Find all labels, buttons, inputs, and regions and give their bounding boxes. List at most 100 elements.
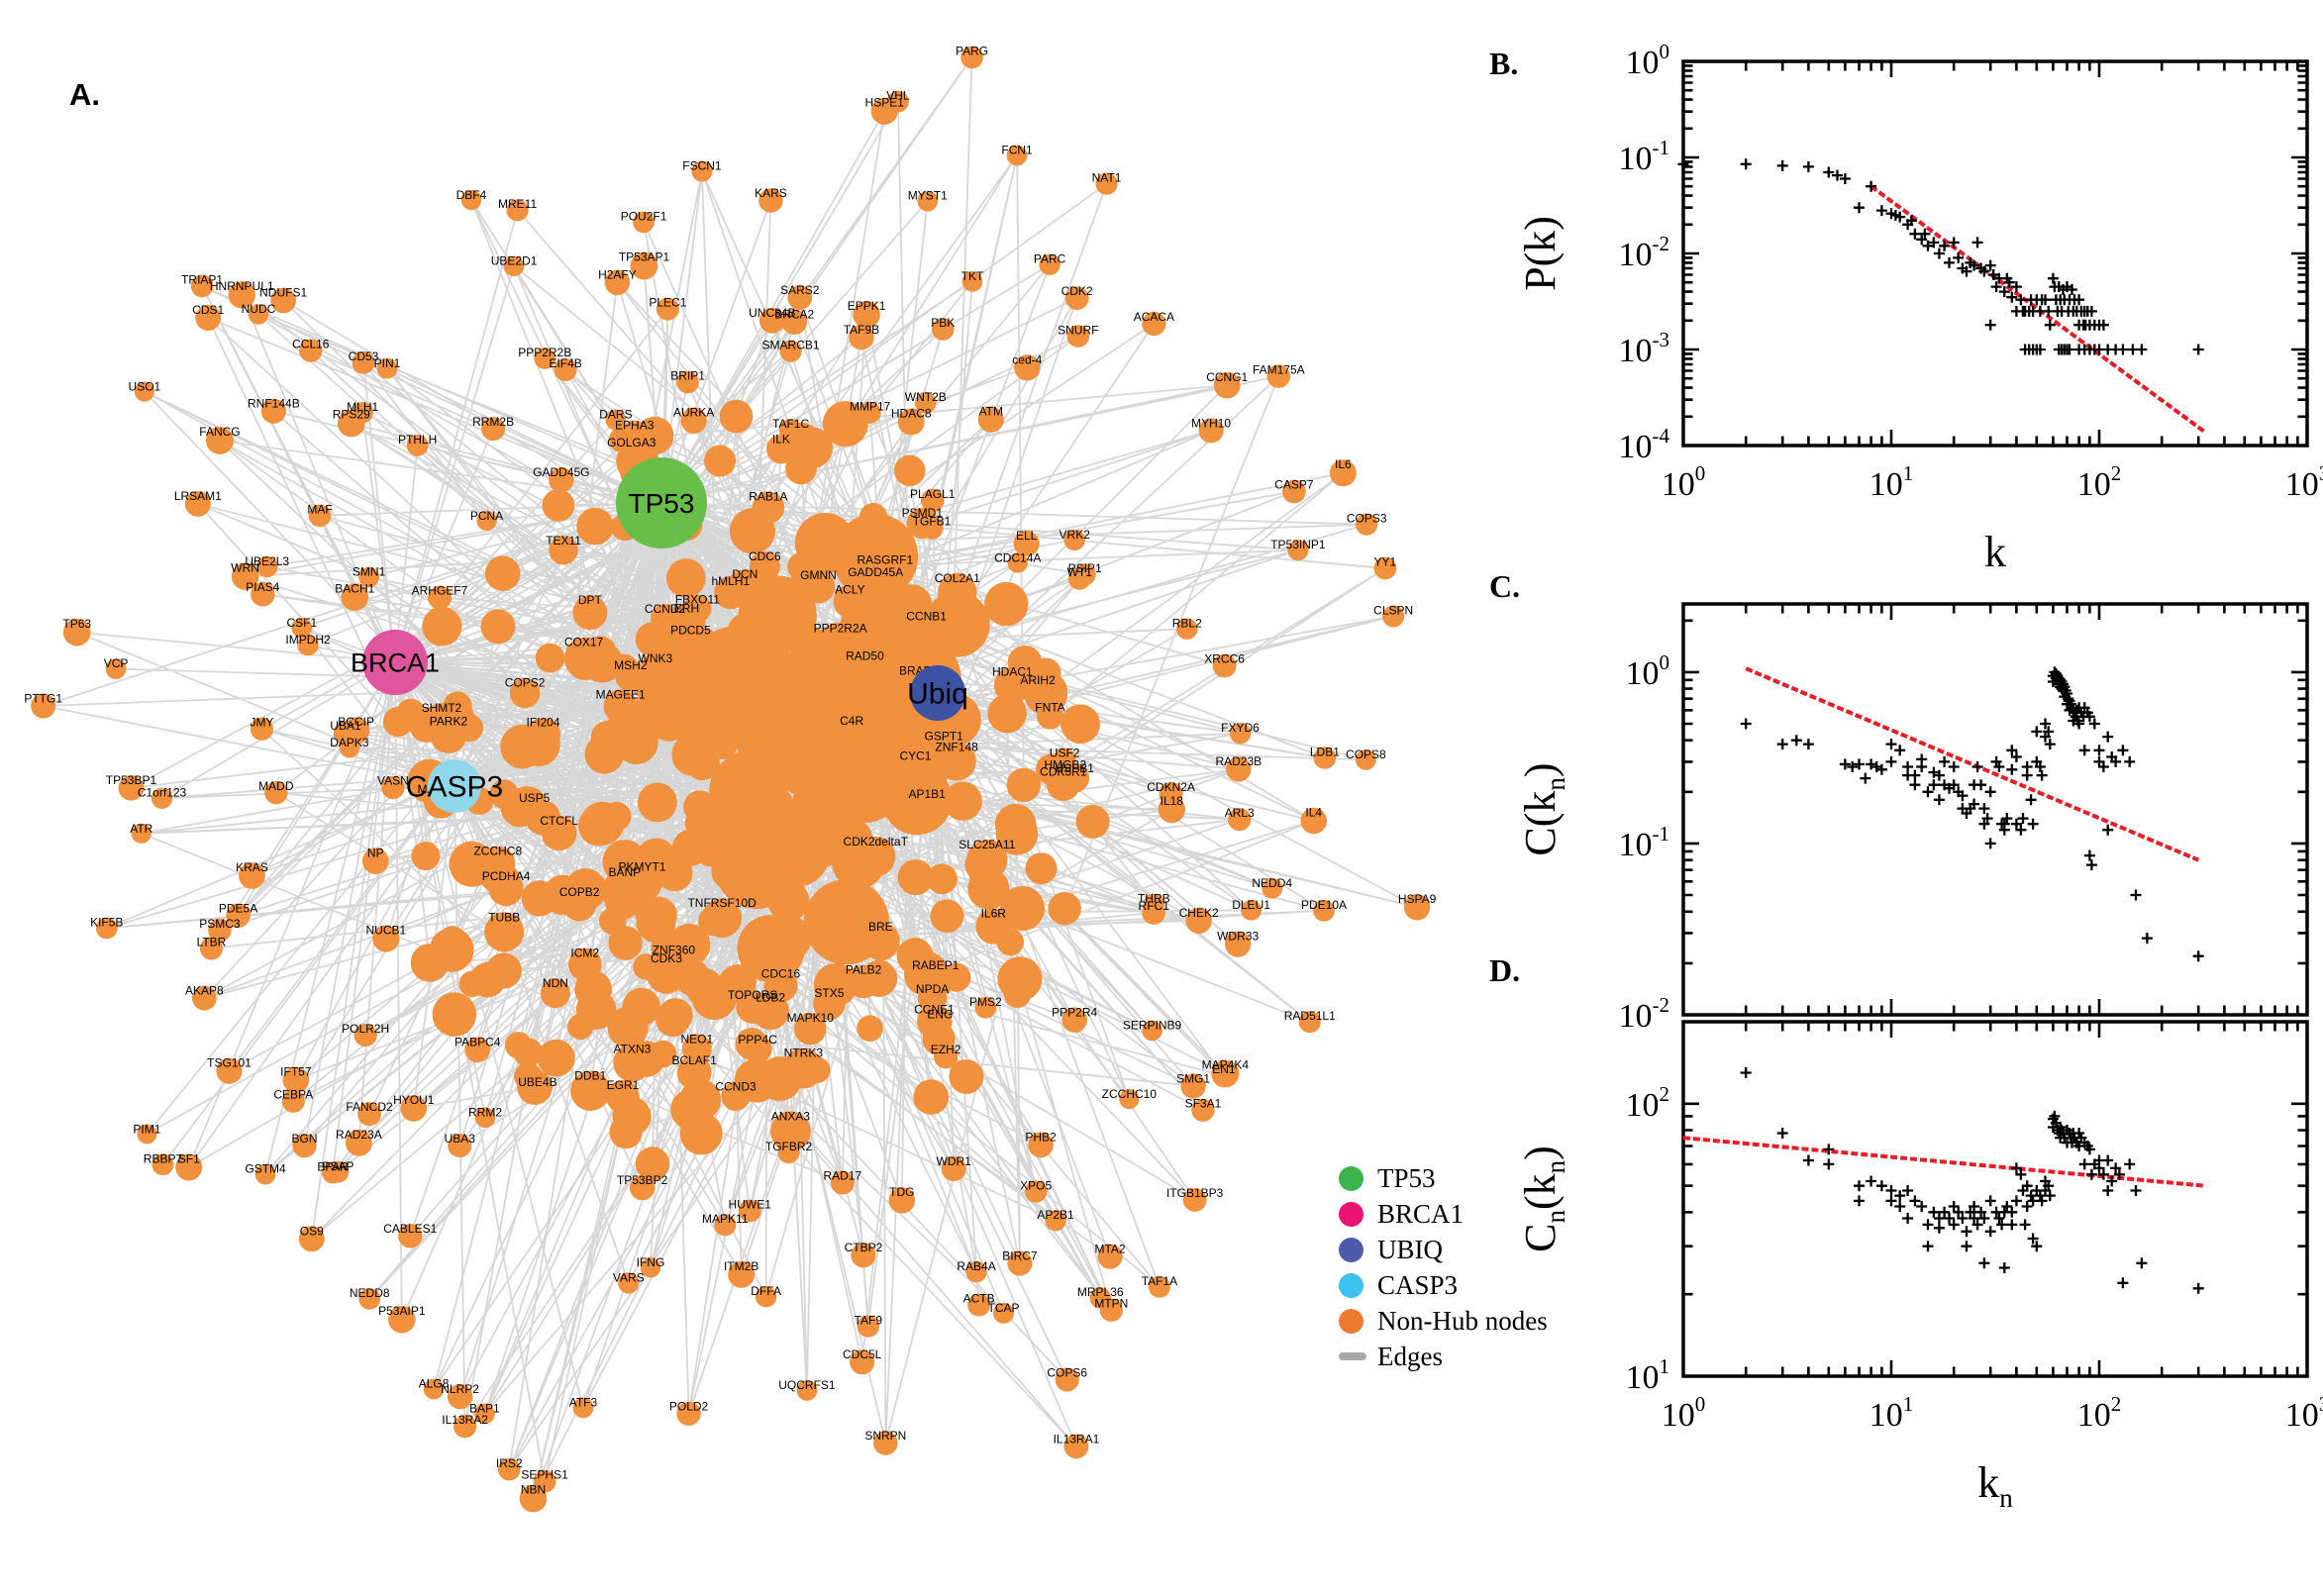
network-node[interactable] bbox=[292, 1134, 317, 1158]
network-node[interactable] bbox=[291, 617, 313, 639]
network-node[interactable] bbox=[1006, 767, 1042, 803]
network-node[interactable] bbox=[849, 324, 874, 350]
network-node[interactable] bbox=[965, 1260, 987, 1283]
network-node[interactable] bbox=[784, 767, 812, 795]
hub-node-ubiq[interactable] bbox=[910, 665, 965, 721]
network-node[interactable] bbox=[62, 618, 91, 647]
network-node[interactable] bbox=[396, 698, 426, 728]
network-node[interactable] bbox=[504, 1032, 533, 1059]
network-node[interactable] bbox=[894, 454, 926, 487]
network-node[interactable] bbox=[191, 985, 217, 1011]
network-node[interactable] bbox=[1382, 605, 1405, 628]
network-node[interactable] bbox=[613, 1044, 652, 1082]
network-node[interactable] bbox=[805, 910, 847, 951]
network-node[interactable] bbox=[358, 1288, 381, 1310]
network-node[interactable] bbox=[851, 1243, 876, 1268]
network-node[interactable] bbox=[1013, 530, 1040, 556]
network-node[interactable] bbox=[549, 536, 578, 565]
network-node[interactable] bbox=[1119, 1089, 1140, 1110]
network-node[interactable] bbox=[1212, 653, 1237, 678]
network-node[interactable] bbox=[1073, 563, 1096, 586]
network-node[interactable] bbox=[917, 984, 948, 1014]
network-node[interactable] bbox=[605, 409, 627, 431]
network-node[interactable] bbox=[681, 1034, 712, 1064]
network-node[interactable] bbox=[822, 401, 868, 448]
network-node[interactable] bbox=[1373, 556, 1397, 580]
hub-node-casp3[interactable] bbox=[428, 759, 481, 813]
network-node[interactable] bbox=[1298, 1011, 1321, 1034]
network-node[interactable] bbox=[676, 1055, 712, 1090]
network-node[interactable] bbox=[231, 562, 259, 590]
network-node[interactable] bbox=[857, 1315, 879, 1338]
network-node[interactable] bbox=[254, 1163, 276, 1185]
network-node[interactable] bbox=[458, 970, 486, 998]
network-node[interactable] bbox=[1282, 479, 1306, 504]
network-node[interactable] bbox=[914, 392, 937, 414]
network-node[interactable] bbox=[913, 1079, 950, 1115]
network-node[interactable] bbox=[605, 867, 645, 907]
network-node[interactable] bbox=[703, 713, 741, 750]
network-node[interactable] bbox=[1028, 1132, 1054, 1158]
network-node[interactable] bbox=[676, 1401, 701, 1426]
network-node[interactable] bbox=[999, 886, 1046, 932]
network-node[interactable] bbox=[1061, 1007, 1088, 1034]
network-node[interactable] bbox=[1095, 172, 1118, 195]
network-node[interactable] bbox=[1313, 747, 1337, 769]
network-node[interactable] bbox=[535, 643, 565, 673]
network-node[interactable] bbox=[264, 781, 288, 805]
network-node[interactable] bbox=[1099, 1298, 1123, 1322]
network-node[interactable] bbox=[449, 841, 495, 887]
network-node[interactable] bbox=[920, 516, 944, 540]
network-node[interactable] bbox=[598, 907, 627, 935]
network-node[interactable] bbox=[987, 693, 1027, 734]
network-node[interactable] bbox=[683, 790, 717, 824]
network-node[interactable] bbox=[541, 815, 577, 851]
network-node[interactable] bbox=[1055, 1367, 1079, 1392]
network-node[interactable] bbox=[755, 1285, 777, 1308]
network-node[interactable] bbox=[423, 1378, 445, 1400]
network-node[interactable] bbox=[649, 1040, 677, 1068]
network-node[interactable] bbox=[719, 399, 754, 434]
network-node[interactable] bbox=[503, 255, 525, 277]
network-node[interactable] bbox=[525, 717, 561, 752]
network-node[interactable] bbox=[190, 274, 214, 298]
network-node[interactable] bbox=[195, 305, 222, 331]
network-node[interactable] bbox=[432, 992, 477, 1037]
network-node[interactable] bbox=[542, 489, 575, 522]
network-node[interactable] bbox=[604, 269, 631, 296]
network-node[interactable] bbox=[422, 606, 462, 647]
network-node[interactable] bbox=[554, 357, 577, 382]
network-node[interactable] bbox=[938, 572, 977, 613]
network-node[interactable] bbox=[758, 188, 783, 213]
network-node[interactable] bbox=[752, 992, 790, 1031]
network-node[interactable] bbox=[926, 863, 958, 895]
network-node[interactable] bbox=[1063, 529, 1085, 551]
network-node[interactable] bbox=[521, 880, 557, 917]
network-node[interactable] bbox=[297, 634, 319, 656]
network-node[interactable] bbox=[549, 467, 574, 493]
network-node[interactable] bbox=[773, 844, 812, 882]
network-node[interactable] bbox=[615, 659, 647, 692]
network-node[interactable] bbox=[570, 1070, 611, 1111]
network-node[interactable] bbox=[695, 837, 726, 867]
network-node[interactable] bbox=[777, 1141, 800, 1164]
network-node[interactable] bbox=[1329, 459, 1357, 487]
network-node[interactable] bbox=[95, 917, 118, 940]
network-node[interactable] bbox=[1313, 899, 1335, 922]
network-node[interactable] bbox=[519, 1484, 548, 1513]
network-node[interactable] bbox=[454, 1415, 477, 1439]
network-node[interactable] bbox=[376, 357, 398, 379]
network-node[interactable] bbox=[427, 585, 452, 610]
network-node[interactable] bbox=[1158, 795, 1185, 824]
network-node[interactable] bbox=[1063, 1434, 1089, 1459]
network-node[interactable] bbox=[835, 716, 868, 748]
network-node[interactable] bbox=[400, 1095, 428, 1122]
network-node[interactable] bbox=[850, 1349, 875, 1375]
network-node[interactable] bbox=[897, 408, 925, 436]
network-node[interactable] bbox=[830, 1170, 855, 1195]
network-node[interactable] bbox=[984, 581, 1029, 627]
network-node[interactable] bbox=[801, 569, 836, 604]
network-node[interactable] bbox=[199, 937, 224, 960]
network-node[interactable] bbox=[572, 1397, 594, 1419]
network-node[interactable] bbox=[484, 912, 525, 952]
